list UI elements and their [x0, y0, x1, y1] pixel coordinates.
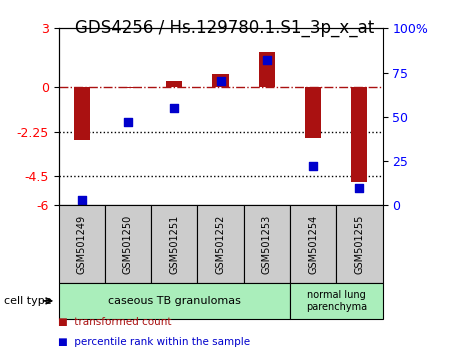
FancyBboxPatch shape [290, 283, 382, 319]
Bar [212, 74, 229, 87]
Point [310, 164, 317, 169]
Point [124, 119, 131, 125]
FancyBboxPatch shape [58, 205, 105, 283]
Point [78, 197, 85, 203]
Text: GSM501254: GSM501254 [308, 215, 318, 274]
FancyBboxPatch shape [58, 283, 290, 319]
Point [263, 57, 270, 63]
Text: GSM501253: GSM501253 [262, 215, 272, 274]
Point [171, 105, 178, 111]
FancyBboxPatch shape [336, 205, 382, 283]
Text: ■  transformed count: ■ transformed count [58, 317, 172, 327]
Text: GSM501252: GSM501252 [216, 215, 225, 274]
Text: caseous TB granulomas: caseous TB granulomas [108, 296, 241, 306]
Text: GSM501251: GSM501251 [169, 215, 179, 274]
Bar [73, 87, 90, 141]
FancyBboxPatch shape [151, 205, 198, 283]
FancyBboxPatch shape [198, 205, 243, 283]
Bar [351, 87, 368, 182]
Text: GSM501249: GSM501249 [76, 215, 87, 274]
Text: normal lung
parenchyma: normal lung parenchyma [306, 290, 367, 312]
Point [217, 79, 224, 84]
FancyBboxPatch shape [105, 205, 151, 283]
Point [356, 185, 363, 190]
Text: GSM501255: GSM501255 [354, 215, 365, 274]
FancyBboxPatch shape [290, 205, 336, 283]
Text: ■  percentile rank within the sample: ■ percentile rank within the sample [58, 337, 251, 347]
Bar [305, 87, 321, 138]
Text: cell type: cell type [4, 296, 52, 306]
Bar [120, 87, 136, 88]
Bar [166, 81, 182, 87]
Text: GDS4256 / Hs.129780.1.S1_3p_x_at: GDS4256 / Hs.129780.1.S1_3p_x_at [76, 19, 374, 38]
Text: GSM501250: GSM501250 [123, 215, 133, 274]
Bar [259, 52, 275, 87]
FancyBboxPatch shape [243, 205, 290, 283]
